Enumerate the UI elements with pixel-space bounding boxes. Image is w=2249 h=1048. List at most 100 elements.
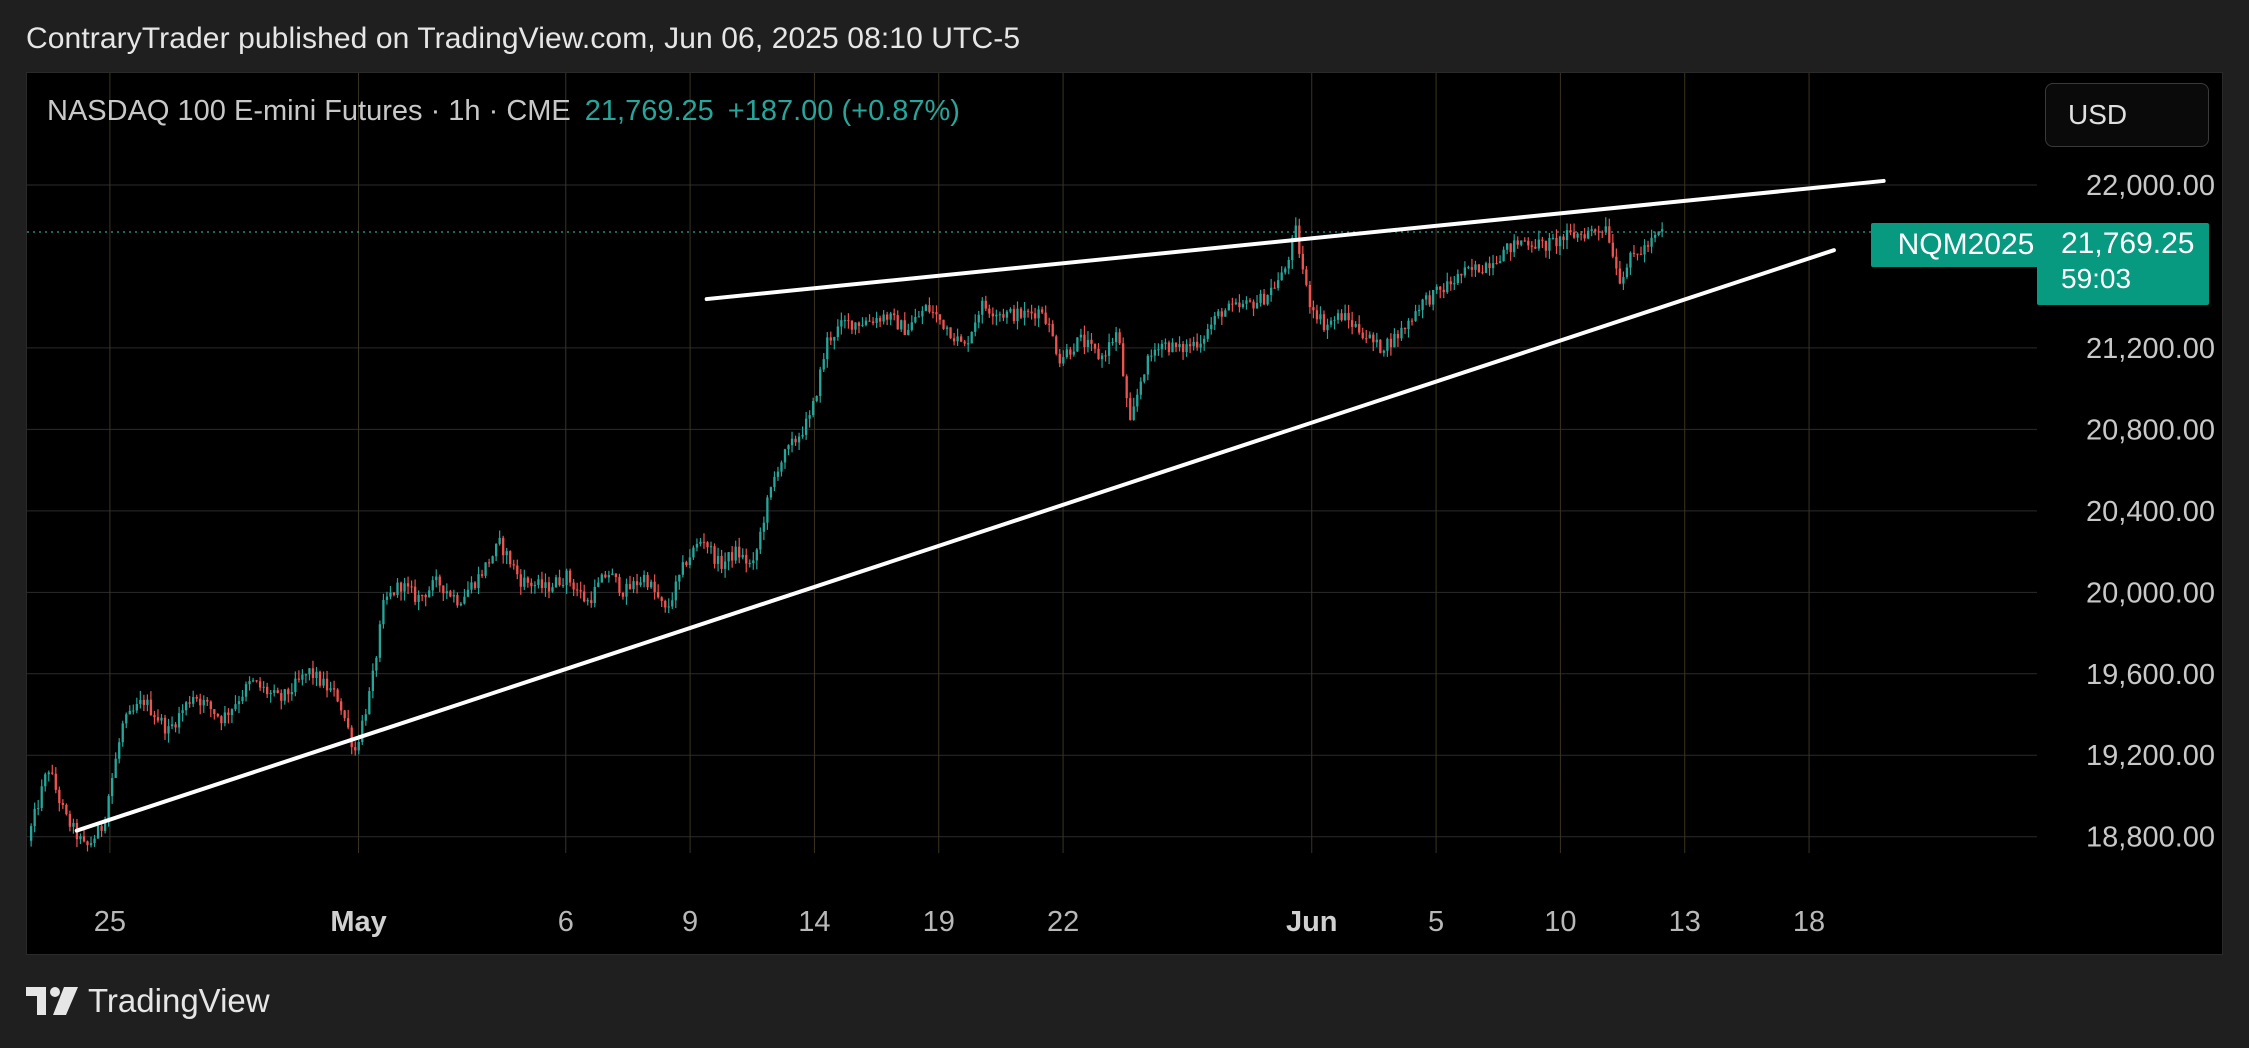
candle-body bbox=[1210, 324, 1213, 330]
candle-body bbox=[1280, 272, 1283, 281]
candle-body bbox=[512, 564, 515, 566]
candle-body bbox=[706, 542, 709, 548]
candle-body bbox=[1590, 229, 1593, 231]
grid-layer bbox=[27, 73, 2037, 853]
candle-body bbox=[241, 696, 244, 702]
candle-body bbox=[1340, 313, 1343, 321]
candle-body bbox=[981, 300, 984, 315]
candle-body bbox=[1136, 394, 1139, 407]
candle-body bbox=[688, 557, 692, 566]
candle-body bbox=[350, 727, 353, 748]
candle-body bbox=[1611, 242, 1614, 257]
candle-body bbox=[375, 657, 378, 671]
candle-body bbox=[829, 337, 832, 341]
candle-body bbox=[868, 320, 871, 322]
candle-body bbox=[1019, 308, 1023, 318]
candle-body bbox=[111, 777, 114, 797]
candle-body bbox=[1012, 309, 1016, 322]
candle-body bbox=[410, 586, 413, 588]
candle-body bbox=[230, 709, 234, 716]
candle-body bbox=[790, 438, 794, 446]
chart-panel[interactable]: 22,000.00 21,200.00 20,800.00 20,400.00 20,0… bbox=[26, 72, 2223, 955]
candle-body bbox=[702, 541, 706, 543]
candle-body bbox=[917, 316, 921, 318]
candle-body bbox=[540, 579, 544, 589]
candles-layer bbox=[29, 217, 1664, 852]
candle-body bbox=[1537, 239, 1541, 249]
candle-body bbox=[575, 589, 579, 591]
candle-body bbox=[579, 590, 582, 592]
candle-body bbox=[1488, 263, 1491, 269]
candle-body bbox=[1143, 374, 1146, 382]
candle-body bbox=[1312, 307, 1315, 311]
candle-body bbox=[657, 591, 660, 598]
candle-body bbox=[1375, 339, 1378, 343]
candle-body bbox=[1646, 245, 1650, 247]
candle-body bbox=[149, 699, 153, 716]
candle-body bbox=[114, 758, 117, 778]
candle-body bbox=[223, 712, 227, 724]
candle-body bbox=[1125, 376, 1128, 399]
candle-body bbox=[1453, 283, 1456, 285]
candle-body bbox=[1368, 334, 1371, 339]
y-tick-label: 22,000.00 bbox=[2086, 170, 2215, 202]
candle-body bbox=[294, 678, 297, 692]
candle-body bbox=[1217, 311, 1220, 317]
candle-body bbox=[1048, 323, 1051, 325]
symbol-description[interactable]: NASDAQ 100 E-mini Futures · 1h · CME bbox=[47, 95, 571, 127]
footer-branding[interactable]: TradingView bbox=[26, 982, 270, 1020]
candle-body bbox=[1527, 240, 1530, 246]
candle-body bbox=[1185, 344, 1188, 353]
candle-body bbox=[1604, 226, 1607, 232]
candle-body bbox=[174, 724, 177, 728]
candle-body bbox=[1315, 310, 1319, 320]
candle-body bbox=[248, 681, 251, 685]
candle-body bbox=[1238, 302, 1241, 308]
candle-body bbox=[1558, 236, 1562, 247]
candle-body bbox=[945, 327, 949, 329]
candle-body bbox=[745, 554, 748, 564]
symbol-legend[interactable]: NASDAQ 100 E-mini Futures · 1h · CME 21,7… bbox=[47, 95, 960, 128]
candle-body bbox=[72, 822, 75, 827]
candle-body bbox=[921, 310, 924, 317]
candle-body bbox=[301, 674, 304, 680]
candle-body bbox=[812, 401, 815, 416]
x-tick-label: 19 bbox=[923, 906, 955, 938]
candle-body bbox=[583, 591, 586, 602]
candle-body bbox=[1005, 311, 1009, 318]
candle-body bbox=[494, 543, 498, 557]
candle-body bbox=[1294, 225, 1297, 238]
candle-body bbox=[653, 581, 656, 592]
candle-body bbox=[1319, 314, 1322, 320]
candle-body bbox=[1132, 406, 1135, 420]
candle-body bbox=[385, 596, 389, 600]
candle-body bbox=[209, 701, 212, 710]
currency-button[interactable]: USD bbox=[2045, 83, 2209, 147]
candle-body bbox=[505, 551, 508, 556]
candle-body bbox=[273, 690, 276, 693]
candle-body bbox=[967, 343, 970, 345]
candle-body bbox=[86, 841, 89, 846]
candle-body bbox=[942, 319, 945, 329]
candle-body bbox=[1396, 333, 1400, 339]
candle-body bbox=[1417, 309, 1421, 312]
candle-body bbox=[382, 599, 385, 625]
legend-last-price: 21,769.25 bbox=[584, 95, 714, 127]
candle-body bbox=[406, 583, 410, 587]
candle-body bbox=[51, 772, 54, 774]
candle-body bbox=[435, 576, 438, 581]
candle-body bbox=[826, 337, 829, 360]
candle-body bbox=[1343, 313, 1347, 321]
candle-body bbox=[1255, 302, 1259, 309]
candle-body bbox=[730, 552, 734, 561]
candle-body bbox=[713, 546, 716, 564]
tradingview-brand-text[interactable]: TradingView bbox=[88, 982, 270, 1019]
candle-body bbox=[593, 586, 596, 604]
candle-body bbox=[459, 603, 463, 606]
candle-body bbox=[875, 317, 878, 323]
candle-body bbox=[1093, 343, 1097, 349]
candle-body bbox=[900, 320, 903, 330]
candlestick-chart[interactable]: 22,000.00 21,200.00 20,800.00 20,400.00 20,0… bbox=[27, 73, 2223, 955]
candle-body bbox=[1213, 316, 1216, 325]
candle-body bbox=[498, 537, 501, 544]
